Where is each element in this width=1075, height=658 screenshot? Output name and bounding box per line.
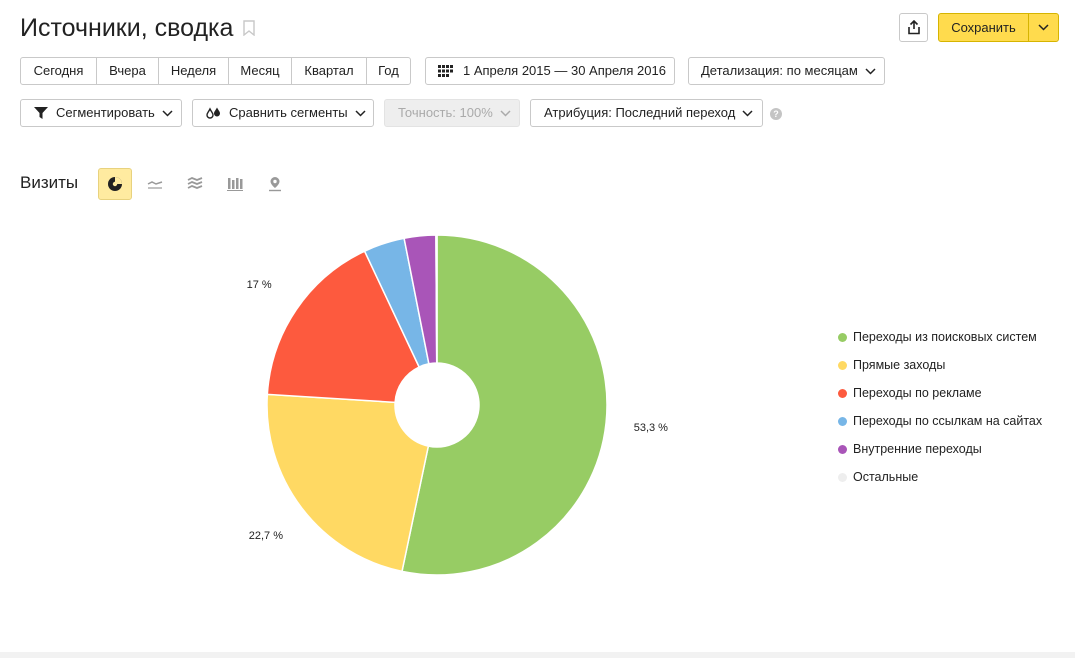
compare-segments-label: Сравнить сегменты — [229, 105, 348, 120]
pie-chart-view-button[interactable] — [98, 168, 132, 200]
date-range-label: 1 Апреля 2015 — 30 Апреля 2016 — [463, 63, 666, 78]
chevron-down-icon — [742, 109, 753, 117]
save-button[interactable]: Сохранить — [951, 20, 1016, 35]
attribution-dropdown[interactable]: Атрибуция: Последний переход — [530, 99, 763, 127]
share-button[interactable] — [899, 13, 928, 42]
legend-label: Прямые заходы — [853, 358, 946, 372]
accuracy-label: Точность: 100% — [398, 105, 493, 120]
map-icon — [269, 177, 281, 192]
legend-label: Переходы из поисковых систем — [853, 330, 1037, 344]
period-today[interactable]: Сегодня — [33, 63, 84, 78]
period-quarter[interactable]: Квартал — [291, 58, 366, 84]
date-range-button[interactable]: 1 Апреля 2015 — 30 Апреля 2016 — [425, 57, 675, 85]
bar-chart-view-button[interactable] — [218, 168, 252, 200]
legend-dot — [838, 333, 847, 342]
legend-item-search[interactable]: Переходы из поисковых систем — [838, 326, 1042, 354]
legend-dot — [838, 361, 847, 370]
page-title: Источники, сводка — [20, 14, 234, 42]
legend-label: Остальные — [853, 470, 919, 484]
area-chart-view-button[interactable] — [178, 168, 212, 200]
chevron-down-icon — [500, 109, 511, 117]
pie-slice[interactable] — [266, 393, 430, 573]
legend-dot — [838, 389, 847, 398]
accuracy-dropdown: Точность: 100% — [384, 99, 520, 127]
legend-label: Переходы по рекламе — [853, 386, 982, 400]
legend-label: Внутренние переходы — [853, 442, 982, 456]
filter-icon — [34, 107, 48, 119]
compare-segments-button[interactable]: Сравнить сегменты — [192, 99, 374, 127]
chevron-down-icon — [355, 109, 366, 117]
bottom-divider — [0, 652, 1075, 658]
pie-value-label: 22,7 % — [249, 530, 283, 542]
chevron-down-icon — [162, 109, 173, 117]
segment-button[interactable]: Сегментировать — [20, 99, 182, 127]
share-icon — [907, 20, 920, 35]
pie-chart: 53,3 % 22,7 % 17 % — [247, 234, 668, 576]
legend-item-ads[interactable]: Переходы по рекламе — [838, 382, 1042, 410]
legend-label: Переходы по ссылкам на сайтах — [853, 414, 1043, 428]
period-month[interactable]: Месяц — [228, 58, 291, 84]
drops-icon — [206, 107, 220, 119]
chart-legend: Переходы из поисковых систем Прямые захо… — [838, 326, 1042, 494]
pie-chart-icon — [108, 177, 122, 191]
metric-title: Визиты — [20, 173, 79, 192]
pie-value-label: 53,3 % — [634, 422, 668, 434]
help-icon[interactable]: ? — [770, 108, 782, 120]
bar-chart-icon — [227, 178, 243, 191]
calendar-icon — [438, 65, 453, 77]
chevron-down-icon — [1038, 24, 1049, 31]
legend-item-links[interactable]: Переходы по ссылкам на сайтах — [838, 410, 1042, 438]
detail-label: Детализация: по месяцам — [701, 63, 858, 78]
period-week[interactable]: Неделя — [158, 58, 228, 84]
legend-dot — [838, 445, 847, 454]
period-yesterday[interactable]: Вчера — [96, 58, 158, 84]
detail-dropdown[interactable]: Детализация: по месяцам — [688, 57, 885, 85]
pie-slice[interactable] — [435, 234, 438, 364]
legend-dot — [838, 417, 847, 426]
legend-item-internal[interactable]: Внутренние переходы — [838, 438, 1042, 466]
legend-item-other[interactable]: Остальные — [838, 466, 1042, 494]
pie-slice[interactable] — [266, 250, 421, 404]
line-chart-view-button[interactable] — [138, 168, 172, 200]
map-view-button[interactable] — [258, 168, 292, 200]
area-chart-icon — [187, 177, 203, 189]
pie-value-label: 17 % — [247, 279, 272, 291]
legend-item-direct[interactable]: Прямые заходы — [838, 354, 1042, 382]
chevron-down-icon — [865, 67, 876, 75]
save-dropdown-button[interactable] — [1028, 14, 1058, 41]
legend-dot — [838, 473, 847, 482]
line-chart-icon — [147, 181, 163, 189]
segment-label: Сегментировать — [56, 105, 155, 120]
save-button-group: Сохранить — [938, 13, 1059, 42]
period-year[interactable]: Год — [366, 58, 410, 84]
pie-slice[interactable] — [401, 234, 608, 576]
attribution-label: Атрибуция: Последний переход — [544, 105, 736, 120]
period-selector: Сегодня Вчера Неделя Месяц Квартал Год — [20, 57, 411, 85]
bookmark-icon[interactable] — [243, 20, 255, 36]
